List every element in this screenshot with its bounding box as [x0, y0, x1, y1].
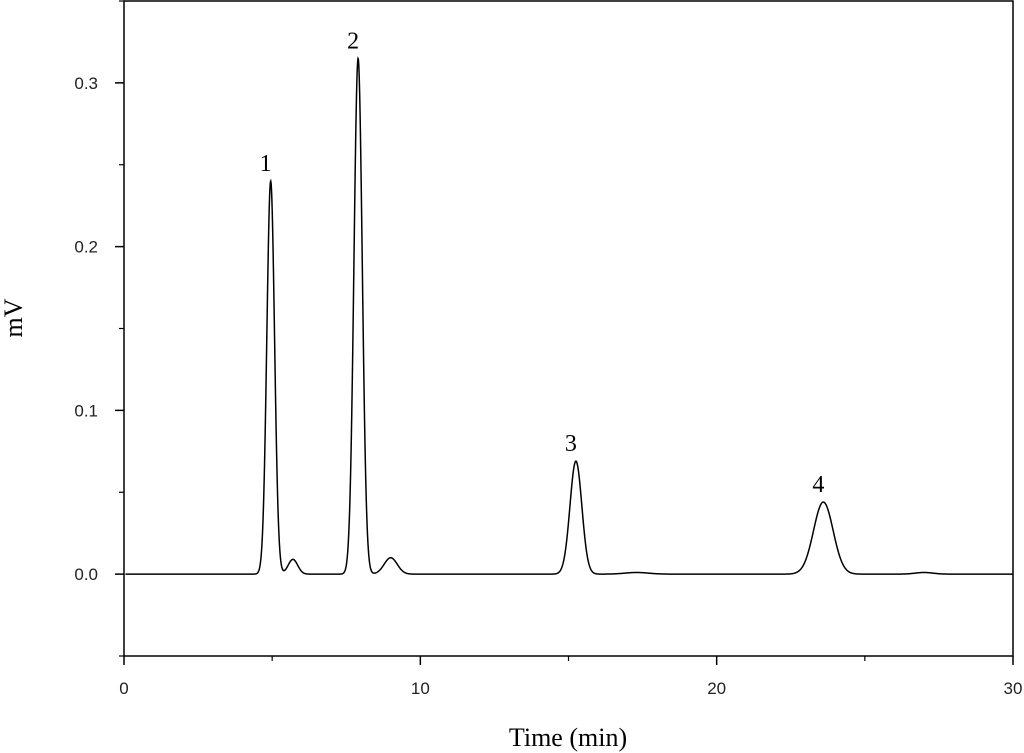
- x-tick-label: 0: [119, 679, 128, 698]
- y-tick-label: 0.0: [74, 565, 98, 584]
- x-axis: 0 10 20 30: [119, 656, 1022, 698]
- y-tick-label: 0.2: [74, 238, 98, 257]
- peak-label-2: 2: [347, 28, 359, 54]
- x-tick-label: 10: [411, 679, 430, 698]
- peak-labels: 1 2 3 4: [260, 28, 825, 498]
- peak-label-4: 4: [812, 472, 824, 498]
- y-tick-label: 0.3: [74, 74, 98, 93]
- x-tick-label: 20: [707, 679, 726, 698]
- x-axis-title: Time (min): [509, 723, 627, 752]
- y-tick-label: 0.1: [74, 401, 98, 420]
- plot-frame: [123, 0, 1014, 657]
- chromatogram-trace: [125, 56, 1013, 575]
- x-tick-label: 30: [1004, 679, 1023, 698]
- y-axis-title: mV: [0, 298, 28, 337]
- y-axis: 0.0 0.1 0.2 0.3: [74, 0, 124, 657]
- peak-label-3: 3: [565, 431, 577, 457]
- peak-label-1: 1: [260, 151, 272, 177]
